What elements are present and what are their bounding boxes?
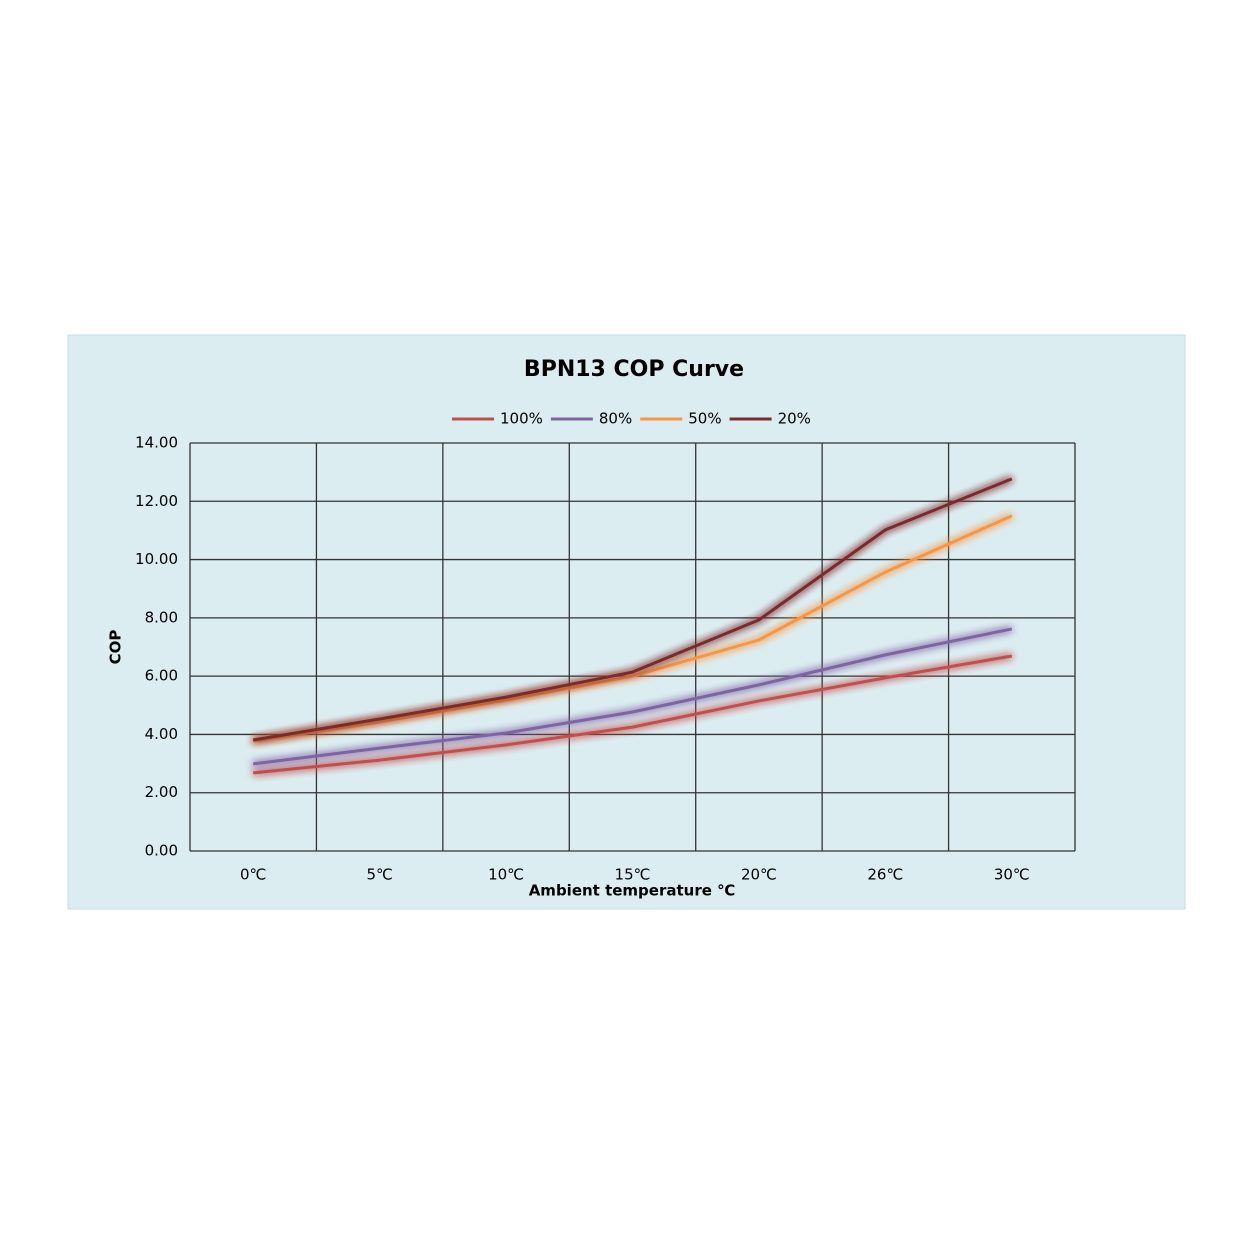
chart-panel	[67, 334, 1186, 910]
legend-label: 80%	[599, 410, 632, 428]
x-tick-label: 20℃	[741, 866, 777, 884]
series-line	[252, 477, 1013, 742]
y-tick-label: 12.00	[135, 492, 178, 510]
y-tick-label: 2.00	[145, 783, 178, 801]
y-tick-label: 4.00	[145, 725, 178, 743]
x-tick-label: 26℃	[867, 866, 903, 884]
series-line	[252, 514, 1013, 743]
y-tick-label: 0.00	[145, 842, 178, 860]
x-tick-label: 0℃	[240, 866, 266, 884]
chart-title: BPN13 COP Curve	[524, 357, 744, 382]
x-tick-label: 15℃	[615, 866, 651, 884]
series-line	[253, 627, 1013, 766]
x-tick-label: 5℃	[366, 866, 392, 884]
x-axis-label: Ambient temperature ℃	[529, 882, 736, 900]
legend-label: 20%	[778, 410, 811, 428]
legend-label: 50%	[688, 410, 721, 428]
x-tick-label: 30℃	[994, 866, 1030, 884]
y-axis-label: COP	[107, 630, 125, 665]
y-tick-label: 6.00	[145, 667, 178, 685]
series-line	[253, 654, 1013, 775]
y-tick-label: 14.00	[135, 434, 178, 452]
y-tick-label: 10.00	[135, 550, 178, 568]
legend-label: 100%	[500, 410, 543, 428]
y-tick-label: 8.00	[145, 608, 178, 626]
x-tick-label: 10℃	[488, 866, 524, 884]
